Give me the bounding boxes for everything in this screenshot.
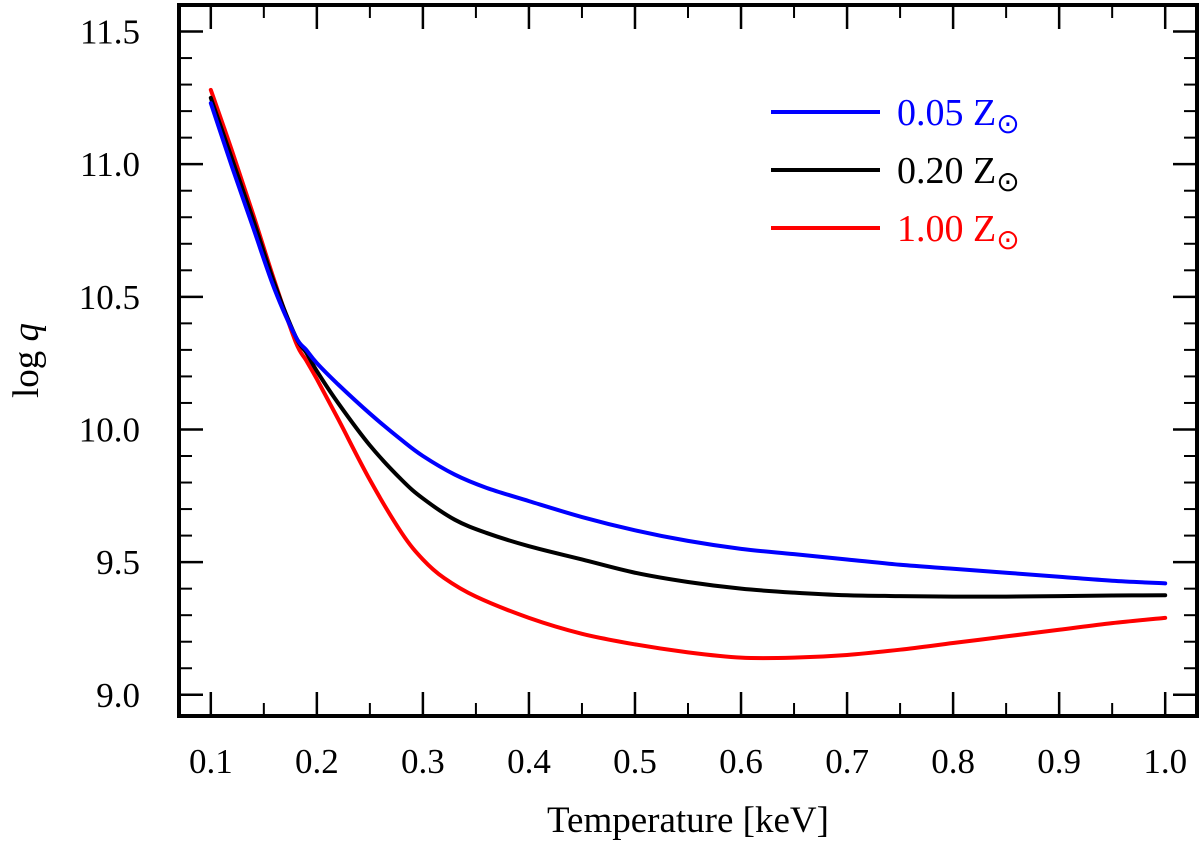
legend-label-1: 0.05 Z⊙ [897,92,1020,140]
solar-symbol: ⊙ [996,223,1019,256]
x-tick-label: 0.9 [1037,742,1081,781]
x-tick-label: 0.2 [295,742,339,781]
legend-label-text: 0.20 Z [897,150,996,192]
series-lines [208,87,1168,661]
major-ticks [179,5,1197,716]
series-line-3 [208,87,1168,661]
x-tick-label: 1.0 [1143,742,1187,781]
minor-ticks [179,4,1197,716]
series-line-1 [208,101,1168,586]
x-tick-label: 0.1 [189,742,233,781]
y-tick-label: 11.5 [80,13,140,52]
solar-symbol: ⊙ [996,107,1019,140]
x-tick-label: 0.8 [931,742,975,781]
legend-label-text: 0.05 Z [897,92,996,134]
x-tick-label: 0.6 [719,742,763,781]
y-tick-labels: 9.0 9.5 10.0 10.5 11.0 11.5 [79,13,140,715]
legend-label-3: 1.00 Z⊙ [897,208,1020,256]
series-line-2 [208,95,1168,599]
y-tick-label: 11.0 [80,145,140,184]
x-axis-title: Temperature [keV] [547,800,829,841]
y-tick-label: 10.5 [79,278,140,317]
y-tick-label: 9.0 [96,676,140,715]
plot-frame [177,3,1199,718]
y-axis-title-var: q [6,323,47,342]
x-tick-labels: 0.1 0.2 0.3 0.4 0.5 0.6 0.7 0.8 0.9 1.0 [189,742,1187,781]
legend-label-text: 1.00 Z [897,208,996,250]
y-axis-title: log q [6,323,47,398]
y-tick-label: 9.5 [96,543,140,582]
legend: 0.05 Z⊙0.20 Z⊙1.00 Z⊙ [771,92,1020,256]
solar-symbol: ⊙ [996,165,1019,198]
x-tick-label: 0.5 [613,742,657,781]
x-tick-label: 0.3 [401,742,445,781]
x-tick-label: 0.4 [507,742,551,781]
x-tick-label: 0.7 [825,742,869,781]
y-tick-label: 10.0 [79,410,140,449]
y-axis-title-prefix: log [6,341,47,398]
legend-label-2: 0.20 Z⊙ [897,150,1020,198]
